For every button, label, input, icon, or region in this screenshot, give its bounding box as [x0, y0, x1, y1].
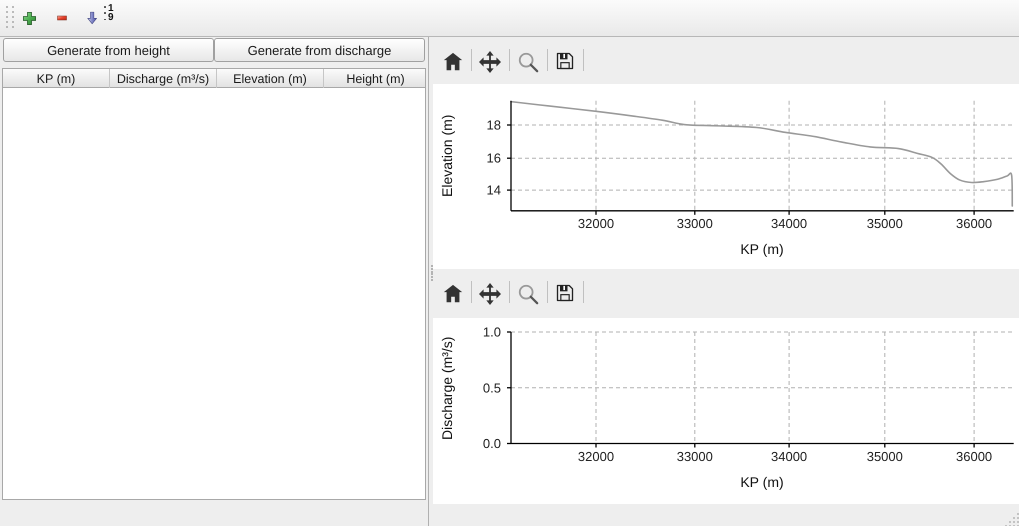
svg-text:KP (m): KP (m) — [740, 241, 783, 257]
svg-text:32000: 32000 — [578, 449, 614, 464]
svg-text:36000: 36000 — [956, 449, 992, 464]
svg-text:0.5: 0.5 — [483, 380, 501, 395]
svg-text:16: 16 — [487, 151, 501, 166]
svg-text:36000: 36000 — [956, 216, 992, 231]
svg-text:18: 18 — [487, 118, 501, 133]
svg-text:33000: 33000 — [677, 216, 713, 231]
svg-text:35000: 35000 — [867, 216, 903, 231]
svg-text:0.0: 0.0 — [483, 436, 501, 451]
svg-text:KP (m): KP (m) — [740, 474, 783, 490]
svg-text:34000: 34000 — [771, 216, 807, 231]
svg-text:35000: 35000 — [867, 449, 903, 464]
svg-text:32000: 32000 — [578, 216, 614, 231]
svg-text:33000: 33000 — [677, 449, 713, 464]
svg-text:1.0: 1.0 — [483, 325, 501, 340]
svg-text:14: 14 — [487, 183, 501, 198]
svg-text:34000: 34000 — [771, 449, 807, 464]
